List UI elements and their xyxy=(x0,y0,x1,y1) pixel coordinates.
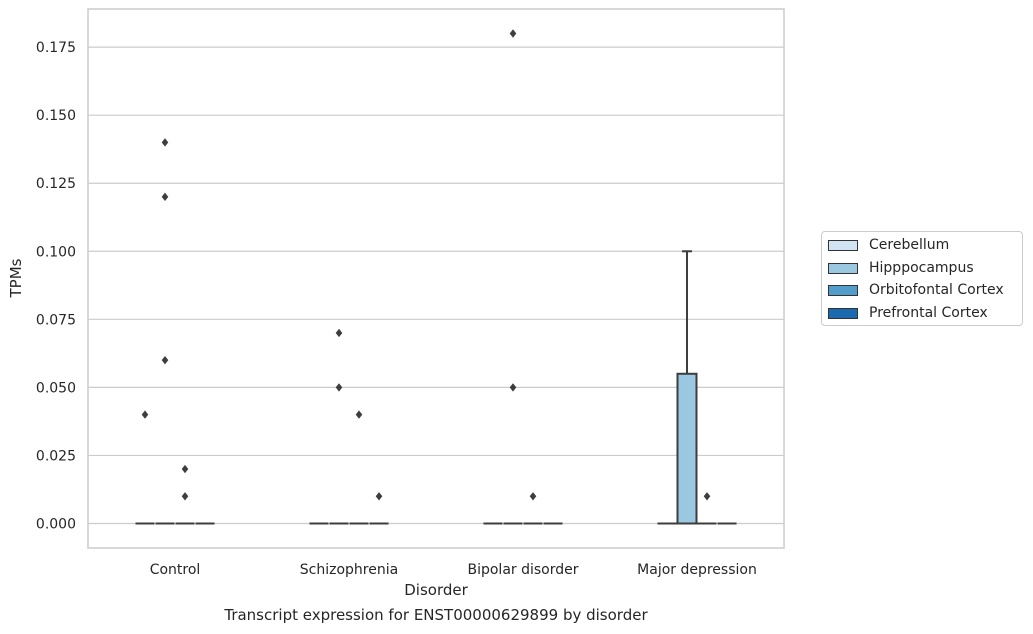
legend-label: Hipppocampus xyxy=(869,260,974,276)
legend-swatch xyxy=(828,307,858,319)
x-tick-label: Major depression xyxy=(637,562,757,578)
legend-item-cerebellum: Cerebellum xyxy=(828,235,949,255)
x-axis-label: Disorder xyxy=(404,581,468,599)
legend: Cerebellum Hipppocampus Orbitofontal Cor… xyxy=(821,231,1023,326)
outlier-point xyxy=(509,29,517,38)
legend-swatch xyxy=(828,262,858,274)
y-tick-labels: 0.000 0.025 0.050 0.075 0.100 0.125 0.150 0.175 xyxy=(36,40,76,532)
outlier-point xyxy=(529,492,537,501)
box-body xyxy=(676,372,698,525)
legend-item-orbitofrontal-cortex: Orbitofontal Cortex xyxy=(828,280,1004,300)
y-axis-label: TPMs xyxy=(7,258,25,298)
outlier-point xyxy=(335,383,343,392)
y-tick-label: 0.100 xyxy=(36,244,76,260)
y-tick-label: 0.075 xyxy=(36,312,76,328)
legend-swatch xyxy=(828,239,858,251)
outlier-point xyxy=(335,328,343,338)
outlier-point xyxy=(181,464,189,474)
chart-caption: Transcript expression for ENST0000062989… xyxy=(224,606,648,624)
legend-label: Prefrontal Cortex xyxy=(869,305,988,321)
legend-item-hippocampus: Hipppocampus xyxy=(828,258,974,278)
outlier-point xyxy=(355,410,363,419)
outlier-point xyxy=(181,492,189,501)
x-tick-labels: Control Schizophrenia Bipolar disorder Majo… xyxy=(150,562,757,578)
x-tick-label: Control xyxy=(150,562,201,578)
legend-label: Orbitofontal Cortex xyxy=(869,282,1004,298)
y-tick-label: 0.150 xyxy=(36,108,76,124)
gridlines xyxy=(88,46,784,525)
outlier-point xyxy=(509,383,517,392)
legend-swatch xyxy=(828,284,858,296)
outlier-point xyxy=(161,355,169,365)
x-tick-label: Schizophrenia xyxy=(300,562,398,578)
outlier-point xyxy=(161,192,169,202)
y-tick-label: 0.175 xyxy=(36,40,76,56)
outlier-point xyxy=(375,492,383,501)
outlier-point xyxy=(703,492,711,501)
box-hipppocampus xyxy=(676,250,698,525)
y-tick-label: 0.125 xyxy=(36,176,76,192)
plot-frame xyxy=(87,8,785,549)
x-tick-label: Bipolar disorder xyxy=(467,562,578,578)
boxes xyxy=(135,250,737,525)
y-tick-label: 0.025 xyxy=(36,448,76,464)
legend-label: Cerebellum xyxy=(869,237,950,253)
outliers xyxy=(141,29,711,501)
plot-border xyxy=(87,8,785,549)
legend-item-prefrontal-cortex: Prefrontal Cortex xyxy=(828,303,988,323)
outlier-point xyxy=(141,410,149,419)
outlier-point xyxy=(161,138,169,147)
y-tick-label: 0.050 xyxy=(36,380,76,396)
y-tick-label: 0.000 xyxy=(36,517,76,533)
